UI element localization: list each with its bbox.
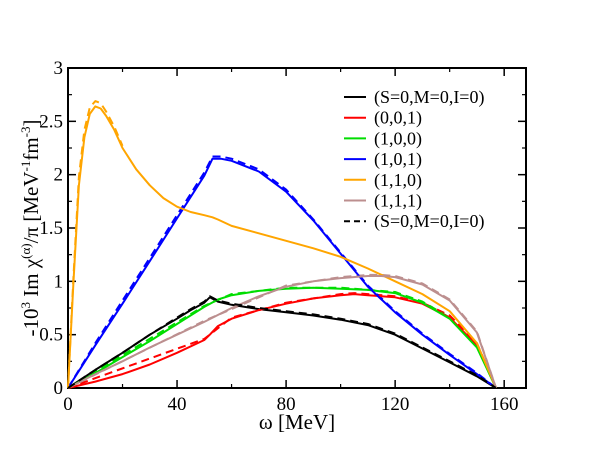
y-axis-ticks: 0 0.5 1 1.5 2 2.5 3 (39, 58, 526, 399)
series-line (67, 293, 497, 389)
legend-label: (1,0,1) (374, 149, 422, 170)
chart-lines (67, 100, 497, 389)
x-axis-ticks: 0 40 80 120 160 (63, 68, 518, 415)
x-tick-label: 40 (168, 394, 187, 415)
series-line-dashed (67, 295, 497, 389)
y-tick-label: 0 (54, 378, 64, 399)
legend-label: (S=0,M=0,I=0) (374, 211, 484, 232)
series-line (67, 105, 497, 389)
legend-label: (0,0,1) (374, 108, 422, 129)
series-line (67, 286, 497, 389)
legend-label: (1,0,0) (374, 128, 422, 149)
y-tick-label: 1 (54, 271, 64, 292)
series-line (67, 157, 497, 389)
series-line-dashed-companion (67, 286, 497, 389)
y-tick-label: 3 (54, 58, 64, 79)
legend-label: (1,1,0) (374, 170, 422, 191)
y-axis-label: -103 Im χ(α)/π [MeV-1fm-3] (18, 120, 43, 337)
y-tick-label: 1.5 (39, 218, 63, 239)
y-tick-label: 2 (54, 165, 64, 186)
y-tick-label: 0.5 (39, 325, 63, 346)
x-tick-label: 0 (63, 394, 73, 415)
x-tick-label: 80 (277, 394, 296, 415)
y-tick-label: 2.5 (39, 111, 63, 132)
legend: (S=0,M=0,I=0)(0,0,1)(1,0,0)(1,0,1)(1,1,0… (344, 87, 484, 232)
x-tick-label: 160 (490, 394, 519, 415)
x-tick-label: 120 (381, 394, 410, 415)
x-axis-label: ω [MeV] (259, 410, 335, 434)
legend-label: (S=0,M=0,I=0) (374, 87, 484, 108)
series-line (67, 275, 497, 389)
legend-label: (1,1,1) (374, 191, 422, 212)
